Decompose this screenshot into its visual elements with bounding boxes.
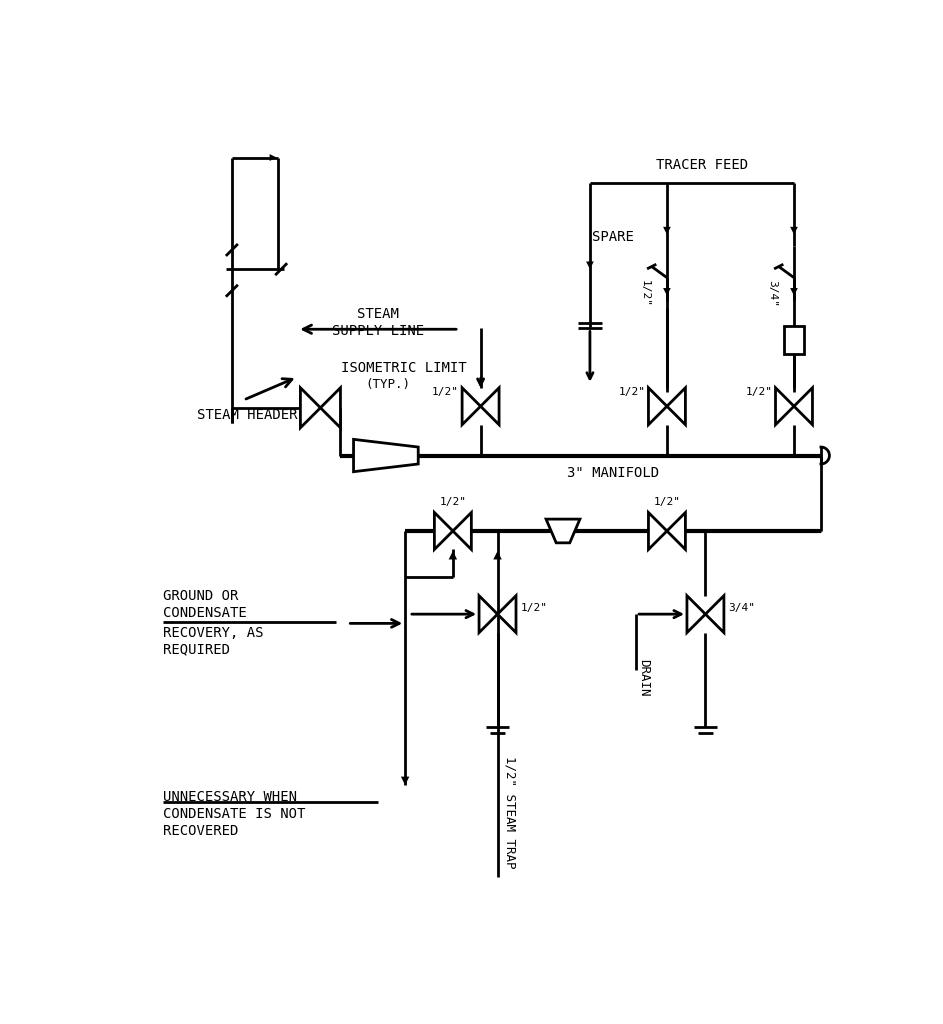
Polygon shape bbox=[498, 596, 516, 633]
Text: GROUND OR: GROUND OR bbox=[162, 590, 238, 603]
Polygon shape bbox=[354, 439, 419, 472]
Text: 1/2": 1/2" bbox=[640, 281, 650, 307]
Polygon shape bbox=[587, 261, 594, 269]
Polygon shape bbox=[462, 388, 481, 425]
Text: RECOVERED: RECOVERED bbox=[162, 824, 238, 839]
Polygon shape bbox=[775, 388, 794, 425]
Polygon shape bbox=[649, 388, 667, 425]
Polygon shape bbox=[649, 512, 667, 550]
Polygon shape bbox=[663, 227, 670, 234]
Text: CONDENSATE IS NOT: CONDENSATE IS NOT bbox=[162, 807, 305, 821]
Text: DRAIN: DRAIN bbox=[637, 658, 651, 696]
Polygon shape bbox=[435, 512, 453, 550]
Polygon shape bbox=[687, 596, 705, 633]
Polygon shape bbox=[270, 154, 276, 161]
Polygon shape bbox=[705, 596, 724, 633]
Text: SPARE: SPARE bbox=[592, 229, 634, 244]
Text: RECOVERY, AS: RECOVERY, AS bbox=[162, 626, 263, 640]
Polygon shape bbox=[401, 776, 409, 785]
Polygon shape bbox=[663, 288, 670, 296]
Polygon shape bbox=[667, 512, 686, 550]
Text: SUPPLY LINE: SUPPLY LINE bbox=[332, 324, 424, 338]
Polygon shape bbox=[321, 388, 340, 428]
Text: 1/2": 1/2" bbox=[521, 603, 548, 613]
Text: 1/2": 1/2" bbox=[432, 387, 459, 397]
Text: 3/4": 3/4" bbox=[767, 281, 777, 307]
Text: 3" MANIFOLD: 3" MANIFOLD bbox=[567, 466, 659, 480]
Text: UNNECESSARY WHEN: UNNECESSARY WHEN bbox=[162, 790, 297, 804]
Polygon shape bbox=[481, 388, 499, 425]
Text: (TYP.): (TYP.) bbox=[366, 378, 411, 391]
Polygon shape bbox=[453, 512, 472, 550]
Polygon shape bbox=[449, 551, 457, 559]
Polygon shape bbox=[493, 551, 502, 559]
Text: CONDENSATE: CONDENSATE bbox=[162, 606, 246, 621]
Text: 1/2": 1/2" bbox=[653, 497, 681, 507]
Polygon shape bbox=[667, 388, 686, 425]
Polygon shape bbox=[301, 388, 321, 428]
Text: 1/2" STEAM TRAP: 1/2" STEAM TRAP bbox=[504, 756, 517, 868]
Text: STEAM: STEAM bbox=[357, 307, 399, 321]
Text: 1/2": 1/2" bbox=[439, 497, 467, 507]
Polygon shape bbox=[479, 596, 498, 633]
Polygon shape bbox=[790, 227, 798, 234]
FancyBboxPatch shape bbox=[784, 327, 804, 354]
Text: 1/2": 1/2" bbox=[745, 387, 772, 397]
Text: 3/4": 3/4" bbox=[729, 603, 755, 613]
Polygon shape bbox=[794, 388, 813, 425]
Text: REQUIRED: REQUIRED bbox=[162, 643, 229, 656]
Polygon shape bbox=[546, 519, 580, 543]
Polygon shape bbox=[790, 288, 798, 296]
Text: STEAM HEADER: STEAM HEADER bbox=[197, 409, 298, 423]
Text: TRACER FEED: TRACER FEED bbox=[655, 159, 748, 172]
Text: 1/2": 1/2" bbox=[619, 387, 645, 397]
Text: ISOMETRIC LIMIT: ISOMETRIC LIMIT bbox=[340, 360, 467, 375]
